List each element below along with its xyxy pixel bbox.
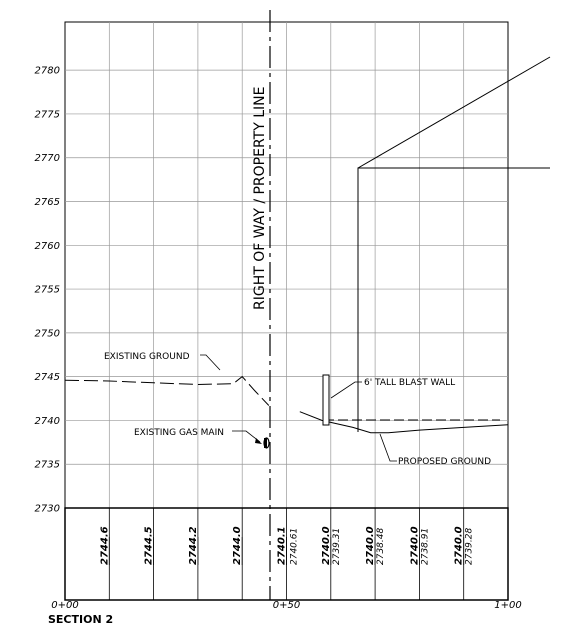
existing-ground-label: EXISTING GROUND: [104, 352, 190, 362]
existing-elevation-value: 2744.5: [144, 526, 155, 565]
existing-elevation-value: 2744.6: [99, 526, 110, 565]
elevation-tick-label: 2730: [35, 504, 60, 515]
existing-elevation-value: 2740.1: [277, 526, 288, 565]
proposed-elevation-label: 2739.31: [332, 528, 342, 565]
slope-line: [357, 56, 551, 169]
elevation-tick-label: 2745: [35, 372, 60, 383]
existing-ground-leader: [200, 354, 221, 371]
vertical-gridlines: [108, 22, 465, 508]
existing-elevation-value: 2740.0: [321, 526, 332, 565]
proposed-ground-label: PROPOSED GROUND: [398, 457, 491, 467]
proposed-elevation-value: 2739.28: [465, 528, 475, 565]
proposed-elevation-label: 2738.91: [420, 528, 430, 565]
elevation-tick-label: 2775: [35, 109, 60, 120]
existing-elevation-label: 2744.5: [144, 526, 155, 565]
existing-elevation-label: 2744.2: [188, 526, 199, 565]
existing-elevation-label: 2740.0: [365, 526, 376, 565]
station-axis: 0+00 0+50 1+00: [51, 600, 521, 611]
elevation-tick-label: 2750: [35, 328, 60, 339]
elevation-tick-label: 2735: [35, 460, 60, 471]
gas-main-leader: [232, 430, 261, 443]
existing-elevation-value: 2740.0: [454, 526, 465, 565]
proposed-elevation-label: 2738.48: [376, 528, 386, 565]
existing-elevation-value: 2744.2: [188, 526, 199, 565]
existing-elevation-label: 2740.0: [454, 526, 465, 565]
gas-main-arrow: [255, 438, 262, 444]
structure-outline: [357, 167, 550, 432]
elevation-tick-label: 2770: [35, 153, 60, 164]
proposed-elevation-value: 2738.91: [420, 528, 430, 565]
existing-elevation-label: 2740.1: [277, 526, 288, 565]
existing-elevation-label: 2740.0: [321, 526, 332, 565]
elevation-tick-label: 2760: [35, 241, 60, 252]
proposed-elevation-label: 2740.61: [290, 528, 300, 565]
elevation-tick-label: 2740: [35, 416, 60, 427]
existing-ground-line: [64, 375, 270, 406]
existing-elevation-value: 2740.0: [365, 526, 376, 565]
gas-main-symbol: [263, 437, 270, 449]
existing-elevation-value: 2744.0: [232, 526, 243, 565]
proposed-elevation-value: 2740.61: [290, 528, 300, 565]
proposed-elevation-value: 2739.31: [332, 528, 342, 565]
elevation-axis: 2780 2775 2770 2765 2760 2755 2750 2745 2740 2735…: [35, 66, 60, 515]
data-table-values: 2744.6 2744.5 2744.2 2744.0 2740.1 2740.61 274…: [99, 526, 475, 565]
blast-wall-leader: [330, 381, 362, 399]
existing-elevation-value: 2740.0: [409, 526, 420, 565]
elevation-tick-label: 2765: [35, 197, 60, 208]
station-label: 0+00: [51, 600, 78, 611]
station-label: 1+00: [494, 600, 521, 611]
proposed-elevation-value: 2738.48: [376, 528, 386, 565]
existing-elevation-label: 2744.0: [232, 526, 243, 565]
existing-elevation-label: 2744.6: [99, 526, 110, 565]
right-of-way-label: RIGHT OF WAY / PROPERTY LINE: [252, 87, 268, 310]
section-title: SECTION 2: [48, 613, 113, 626]
proposed-elevation-label: 2739.28: [465, 528, 475, 565]
elevation-tick-label: 2780: [35, 66, 60, 77]
blast-wall: [322, 374, 330, 426]
existing-elevation-label: 2740.0: [409, 526, 420, 565]
blast-wall-label: 6' TALL BLAST WALL: [364, 378, 455, 388]
existing-gas-main-label: EXISTING GAS MAIN: [134, 428, 224, 438]
elevation-tick-label: 2755: [35, 285, 60, 296]
station-label: 0+50: [273, 600, 300, 611]
proposed-ground-leader: [379, 433, 397, 462]
